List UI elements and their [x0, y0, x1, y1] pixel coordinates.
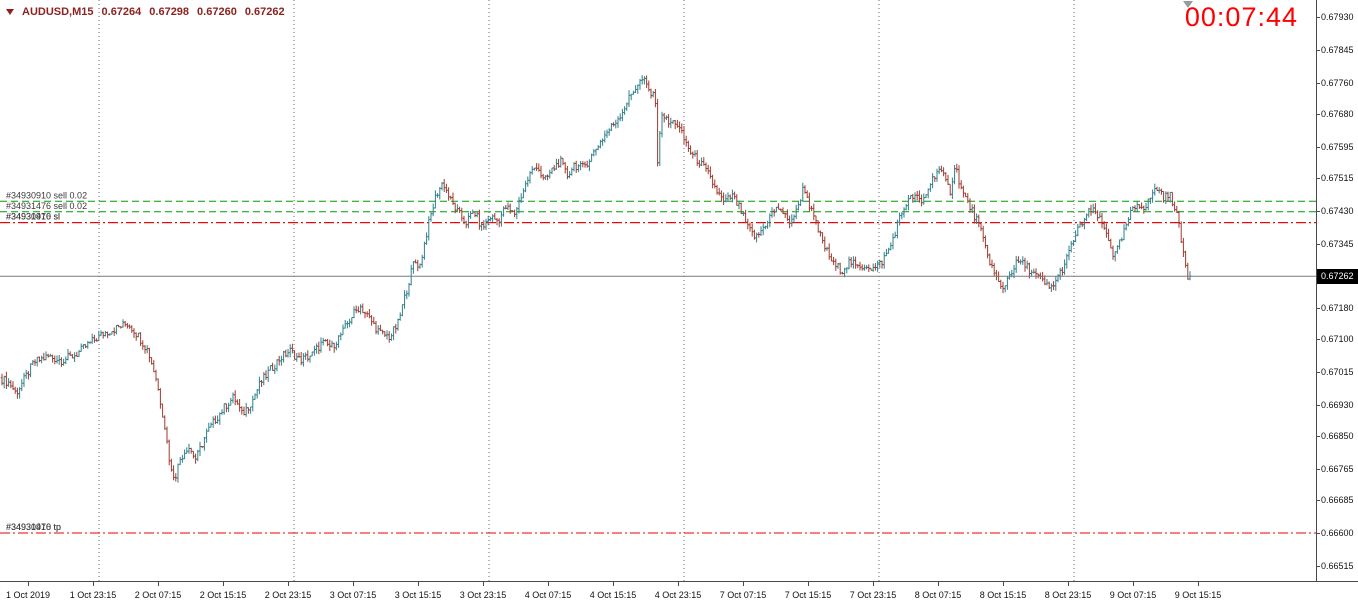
chart-shift-marker-icon[interactable] — [1183, 1, 1193, 8]
chart-plot-area[interactable]: #34930910 sell 0.02 #34931476 sell 0.02 #3… — [0, 0, 1316, 581]
time-axis-label: 2 Oct 15:15 — [199, 590, 247, 600]
time-axis-tick — [418, 582, 419, 586]
order-tp-label: #34931476 tp — [6, 522, 61, 532]
ohlc-bar-chart[interactable]: #34930910 sell 0.02#34931476 sell 0.02#3… — [0, 0, 1316, 581]
time-axis-label: 7 Oct 15:15 — [784, 590, 832, 600]
candle-countdown-timer: 00:07:44 — [1184, 2, 1298, 32]
price-axis-tick — [1317, 566, 1320, 567]
ohlc-high-value: 0.67298 — [149, 6, 190, 18]
down-bars — [0, 75, 1190, 482]
time-axis-tick — [28, 582, 29, 586]
time-axis-tick — [483, 582, 484, 586]
price-axis-tick — [1317, 17, 1320, 18]
time-axis-tick — [873, 582, 874, 586]
time-axis[interactable]: 1 Oct 2019 1 Oct 23:15 2 Oct 07:15 2 Oct 15… — [0, 581, 1358, 608]
time-axis-label: 3 Oct 15:15 — [394, 590, 442, 600]
price-axis-label: 0.67015 — [1321, 366, 1354, 377]
price-axis-label: 0.67430 — [1321, 205, 1354, 216]
time-axis-label: 4 Oct 07:15 — [524, 590, 572, 600]
time-axis-label: 8 Oct 07:15 — [914, 590, 962, 600]
time-axis-label: 2 Oct 23:15 — [264, 590, 312, 600]
price-axis-tick — [1317, 211, 1320, 212]
time-axis-label: 2 Oct 07:15 — [134, 590, 182, 600]
price-axis-tick — [1317, 405, 1320, 406]
time-axis-tick — [678, 582, 679, 586]
time-axis-tick — [1198, 582, 1199, 586]
ohlc-low-value: 0.67260 — [197, 6, 237, 18]
time-axis-tick — [548, 582, 549, 586]
order-sl-label: #34931476 sl — [6, 212, 60, 222]
price-axis-label: 0.67760 — [1321, 77, 1354, 88]
chart-ohlc-header: AUDUSD,M15 0.67264 0.67298 0.67260 0.672… — [6, 6, 285, 18]
order-entry-label: #34931476 sell 0.02 — [6, 201, 87, 211]
time-axis-label: 4 Oct 15:15 — [589, 590, 637, 600]
price-axis-tick — [1317, 83, 1320, 84]
price-axis-label: 0.66515 — [1321, 560, 1354, 571]
price-axis-tick — [1317, 339, 1320, 340]
time-axis-label: 3 Oct 23:15 — [459, 590, 507, 600]
price-axis[interactable]: 0.67930 0.67845 0.67760 0.67680 0.67595 0.675… — [1316, 0, 1358, 581]
price-axis-label: 0.67100 — [1321, 333, 1354, 344]
price-axis-tick — [1317, 308, 1320, 309]
price-axis-label: 0.66600 — [1321, 527, 1354, 538]
time-axis-label: 3 Oct 07:15 — [329, 590, 377, 600]
price-axis-label: 0.66930 — [1321, 399, 1354, 410]
time-axis-tick — [1068, 582, 1069, 586]
time-axis-tick — [808, 582, 809, 586]
bid-price-tag: 0.67262 — [1317, 268, 1358, 284]
time-axis-label: 9 Oct 07:15 — [1109, 590, 1157, 600]
time-axis-tick — [223, 582, 224, 586]
time-axis-label: 1 Oct 2019 — [5, 590, 51, 600]
time-axis-label: 8 Oct 23:15 — [1044, 590, 1092, 600]
symbol-timeframe-label: AUDUSD,M15 — [22, 6, 94, 18]
order-entry-label: #34930910 sell 0.02 — [6, 190, 87, 200]
one-click-trading-toggle-icon[interactable] — [6, 9, 14, 15]
time-axis-tick — [938, 582, 939, 586]
price-axis-label: 0.67845 — [1321, 44, 1354, 55]
price-axis-label: 0.67680 — [1321, 108, 1354, 119]
ohlc-close-value: 0.67262 — [244, 6, 285, 18]
price-axis-tick — [1317, 178, 1320, 179]
time-axis-tick — [288, 582, 289, 586]
price-axis-label: 0.67345 — [1321, 238, 1354, 249]
time-axis-label: 9 Oct 15:15 — [1174, 590, 1222, 600]
price-axis-tick — [1317, 469, 1320, 470]
price-axis-label: 0.67515 — [1321, 172, 1354, 183]
price-axis-tick — [1317, 436, 1320, 437]
price-axis-label: 0.67180 — [1321, 302, 1354, 313]
price-axis-tick — [1317, 50, 1320, 51]
time-axis-tick — [1003, 582, 1004, 586]
up-bars — [2, 75, 1192, 483]
price-axis-tick — [1317, 500, 1320, 501]
time-axis-label: 4 Oct 23:15 — [654, 590, 702, 600]
time-axis-tick — [158, 582, 159, 586]
time-axis-tick — [613, 582, 614, 586]
ohlc-open-value: 0.67264 — [101, 6, 142, 18]
price-axis-label: 0.66765 — [1321, 463, 1354, 474]
time-axis-label: 1 Oct 23:15 — [69, 590, 117, 600]
order-tp-label: #34930910 tp — [6, 522, 61, 532]
price-axis-tick — [1317, 372, 1320, 373]
price-axis-label: 0.66850 — [1321, 430, 1354, 441]
price-axis-tick — [1317, 114, 1320, 115]
price-axis-label: 0.67595 — [1321, 141, 1354, 152]
price-axis-tick — [1317, 147, 1320, 148]
price-axis-label: 0.66685 — [1321, 494, 1354, 505]
time-axis-label: 8 Oct 15:15 — [979, 590, 1027, 600]
price-axis-tick — [1317, 244, 1320, 245]
price-axis-tick — [1317, 533, 1320, 534]
time-axis-label: 7 Oct 07:15 — [719, 590, 767, 600]
time-axis-label: 7 Oct 23:15 — [849, 590, 897, 600]
time-axis-tick — [1133, 582, 1134, 586]
price-axis-label: 0.67930 — [1321, 11, 1354, 22]
order-sl-label: #34930910 sl — [6, 212, 60, 222]
time-axis-tick — [353, 582, 354, 586]
time-axis-tick — [93, 582, 94, 586]
time-axis-tick — [743, 582, 744, 586]
